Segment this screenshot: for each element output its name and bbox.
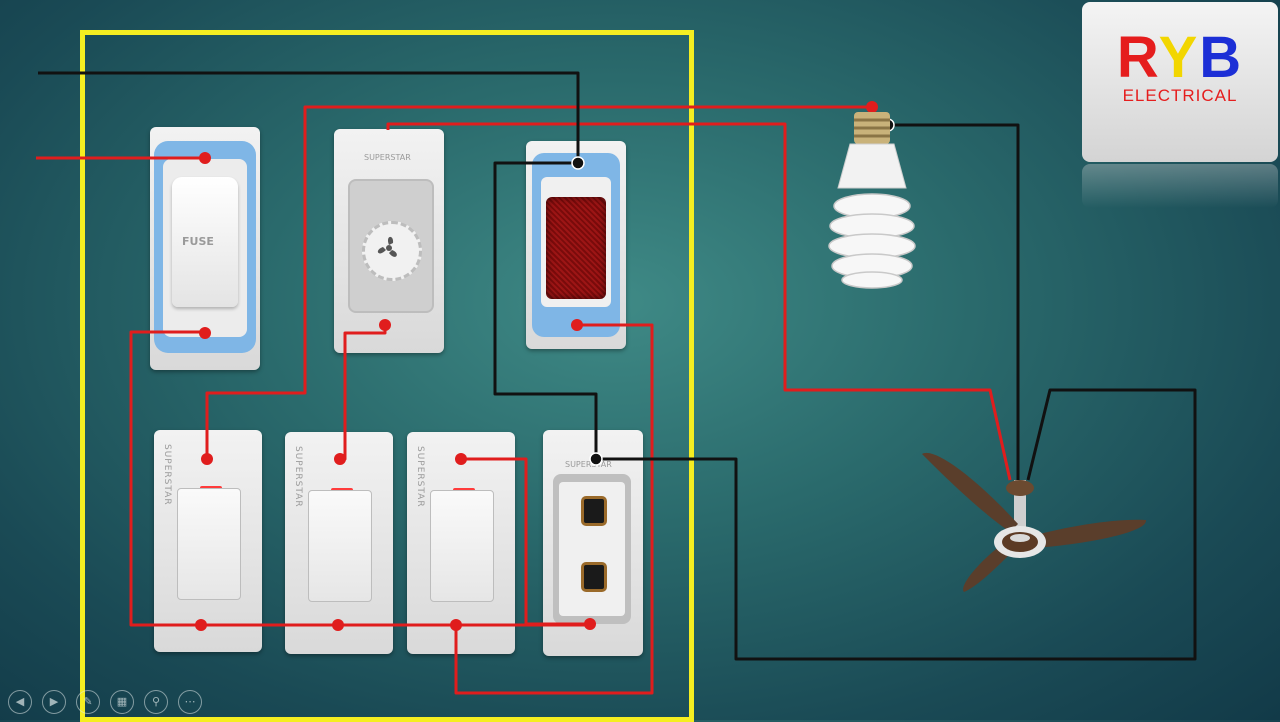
logo-subtitle: ELECTRICAL xyxy=(1122,86,1238,105)
regulator-knob[interactable] xyxy=(362,221,422,281)
switch-2: SUPERSTAR xyxy=(285,432,393,654)
slides-icon[interactable]: ▦ xyxy=(110,690,134,714)
more-icon[interactable]: ⋯ xyxy=(178,690,202,714)
pen-icon[interactable]: ✎ xyxy=(76,690,100,714)
logo-letter-r: R xyxy=(1116,25,1159,90)
junction-dot xyxy=(201,453,213,465)
junction-dot xyxy=(584,618,596,630)
switch-2-to-regulator xyxy=(340,325,387,461)
switch-1-rocker[interactable] xyxy=(177,488,241,600)
switch-2-rocker[interactable] xyxy=(308,490,372,602)
socket-neutral-to-fan xyxy=(596,388,1197,661)
junction-dot xyxy=(571,319,583,331)
junction-dot xyxy=(195,619,207,631)
junction-dot xyxy=(450,619,462,631)
junction-dot xyxy=(332,619,344,631)
junction-dot xyxy=(199,327,211,339)
junction-dot xyxy=(379,319,391,331)
fan-icon xyxy=(377,236,397,257)
cfl-bulb-icon xyxy=(828,112,916,289)
next-icon[interactable]: ▶ xyxy=(42,690,66,714)
indicator-lamp xyxy=(526,141,626,349)
brand-label: SUPERSTAR xyxy=(364,153,411,162)
junction-dot xyxy=(455,453,467,465)
fan-regulator: SUPERSTAR xyxy=(334,129,444,353)
junction-dot xyxy=(571,156,585,170)
indicator-light xyxy=(546,197,606,299)
fuse-carrier[interactable]: FUSE xyxy=(172,177,238,307)
wire-junctions xyxy=(195,101,895,631)
ryb-electrical-logo: RYB ELECTRICAL xyxy=(1082,2,1278,162)
brand-label: SUPERSTAR xyxy=(162,444,172,506)
neutral-to-socket xyxy=(493,161,598,459)
zoom-icon[interactable]: ⚲ xyxy=(144,690,168,714)
previous-icon[interactable]: ◀ xyxy=(8,690,32,714)
brand-label: SUPERSTAR xyxy=(293,446,303,508)
phase-to-switch-1 xyxy=(129,330,590,627)
logo-reflection xyxy=(1082,164,1278,208)
socket-hole-top xyxy=(581,496,607,526)
logo-letter-y: Y xyxy=(1158,25,1200,90)
junction-dot xyxy=(334,453,346,465)
indicator-phase xyxy=(454,323,654,695)
junction-dot xyxy=(199,152,211,164)
brand-label: SUPERSTAR xyxy=(415,446,425,508)
switch-1: SUPERSTAR xyxy=(154,430,262,652)
brand-label: SUPERSTAR xyxy=(565,460,612,469)
fuse-label: FUSE xyxy=(182,235,214,248)
logo-letter-b: B xyxy=(1199,25,1244,90)
bulb-neutral xyxy=(888,123,1020,480)
junction-dot xyxy=(589,452,603,466)
neutral-input-wire xyxy=(38,71,580,163)
switch-3-to-socket xyxy=(461,457,590,626)
switch-3-rocker[interactable] xyxy=(430,490,494,602)
regulator-to-fan xyxy=(386,122,1012,481)
switch-3: SUPERSTAR xyxy=(407,432,515,654)
socket: SUPERSTAR xyxy=(543,430,643,656)
switch-1-to-bulb xyxy=(205,105,872,459)
ceiling-fan-icon xyxy=(922,452,1147,592)
socket-hole-bottom xyxy=(581,562,607,592)
junction-dot xyxy=(866,101,878,113)
